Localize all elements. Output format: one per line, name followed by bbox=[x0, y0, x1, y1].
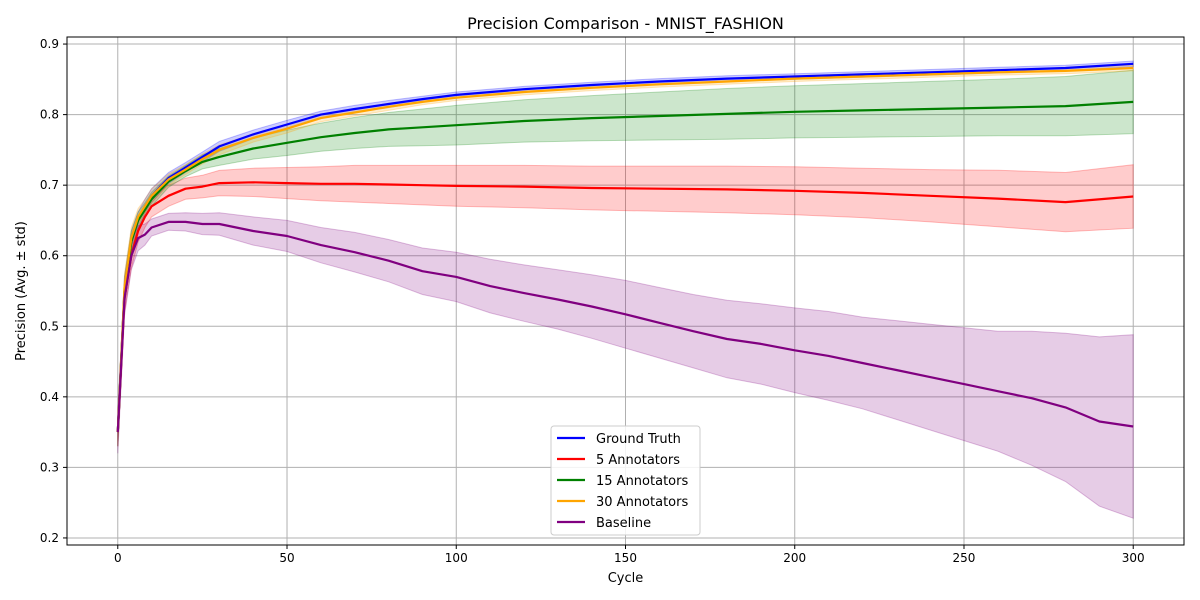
x-tick-label: 0 bbox=[114, 551, 122, 565]
x-tick-label: 200 bbox=[783, 551, 806, 565]
x-tick-label: 50 bbox=[279, 551, 294, 565]
y-tick-label: 0.6 bbox=[40, 249, 59, 263]
y-tick-label: 0.3 bbox=[40, 460, 59, 474]
legend-label-3: 30 Annotators bbox=[596, 495, 688, 510]
y-axis-ticks: 0.2 0.3 0.4 0.5 0.6 0.7 0.8 0.9 bbox=[40, 37, 67, 545]
std-band-3 bbox=[117, 64, 1134, 447]
x-axis-ticks: 0 50 100 150 200 250 300 bbox=[114, 545, 1145, 565]
legend-label-4: Baseline bbox=[596, 516, 651, 531]
y-axis-label: Precision (Avg. ± std) bbox=[14, 221, 29, 361]
series-line-2 bbox=[116, 100, 1134, 433]
y-tick-label: 0.2 bbox=[40, 531, 59, 545]
std-band-4 bbox=[117, 212, 1134, 519]
series-line-3 bbox=[116, 66, 1134, 433]
y-tick-label: 0.9 bbox=[40, 37, 59, 51]
legend: Ground Truth 5 Annotators 15 Annotators 30 … bbox=[550, 425, 701, 536]
y-tick-label: 0.8 bbox=[40, 108, 59, 122]
y-tick-label: 0.5 bbox=[40, 319, 59, 333]
grid bbox=[67, 37, 1184, 545]
chart-title: Precision Comparison - MNIST_FASHION bbox=[467, 14, 784, 34]
x-tick-label: 150 bbox=[614, 551, 637, 565]
x-axis-label: Cycle bbox=[608, 571, 644, 586]
y-tick-label: 0.7 bbox=[40, 178, 59, 192]
std-band-1 bbox=[117, 164, 1134, 447]
x-tick-label: 300 bbox=[1122, 551, 1145, 565]
y-tick-label: 0.4 bbox=[40, 390, 59, 404]
x-tick-label: 250 bbox=[953, 551, 976, 565]
legend-label-0: Ground Truth bbox=[596, 432, 681, 447]
series-line-1 bbox=[116, 181, 1134, 433]
series-line-4 bbox=[116, 220, 1134, 433]
series-lines bbox=[116, 62, 1134, 433]
x-tick-label: 100 bbox=[445, 551, 468, 565]
legend-label-1: 5 Annotators bbox=[596, 453, 680, 468]
legend-label-2: 15 Annotators bbox=[596, 474, 688, 489]
legend-box bbox=[550, 425, 701, 536]
